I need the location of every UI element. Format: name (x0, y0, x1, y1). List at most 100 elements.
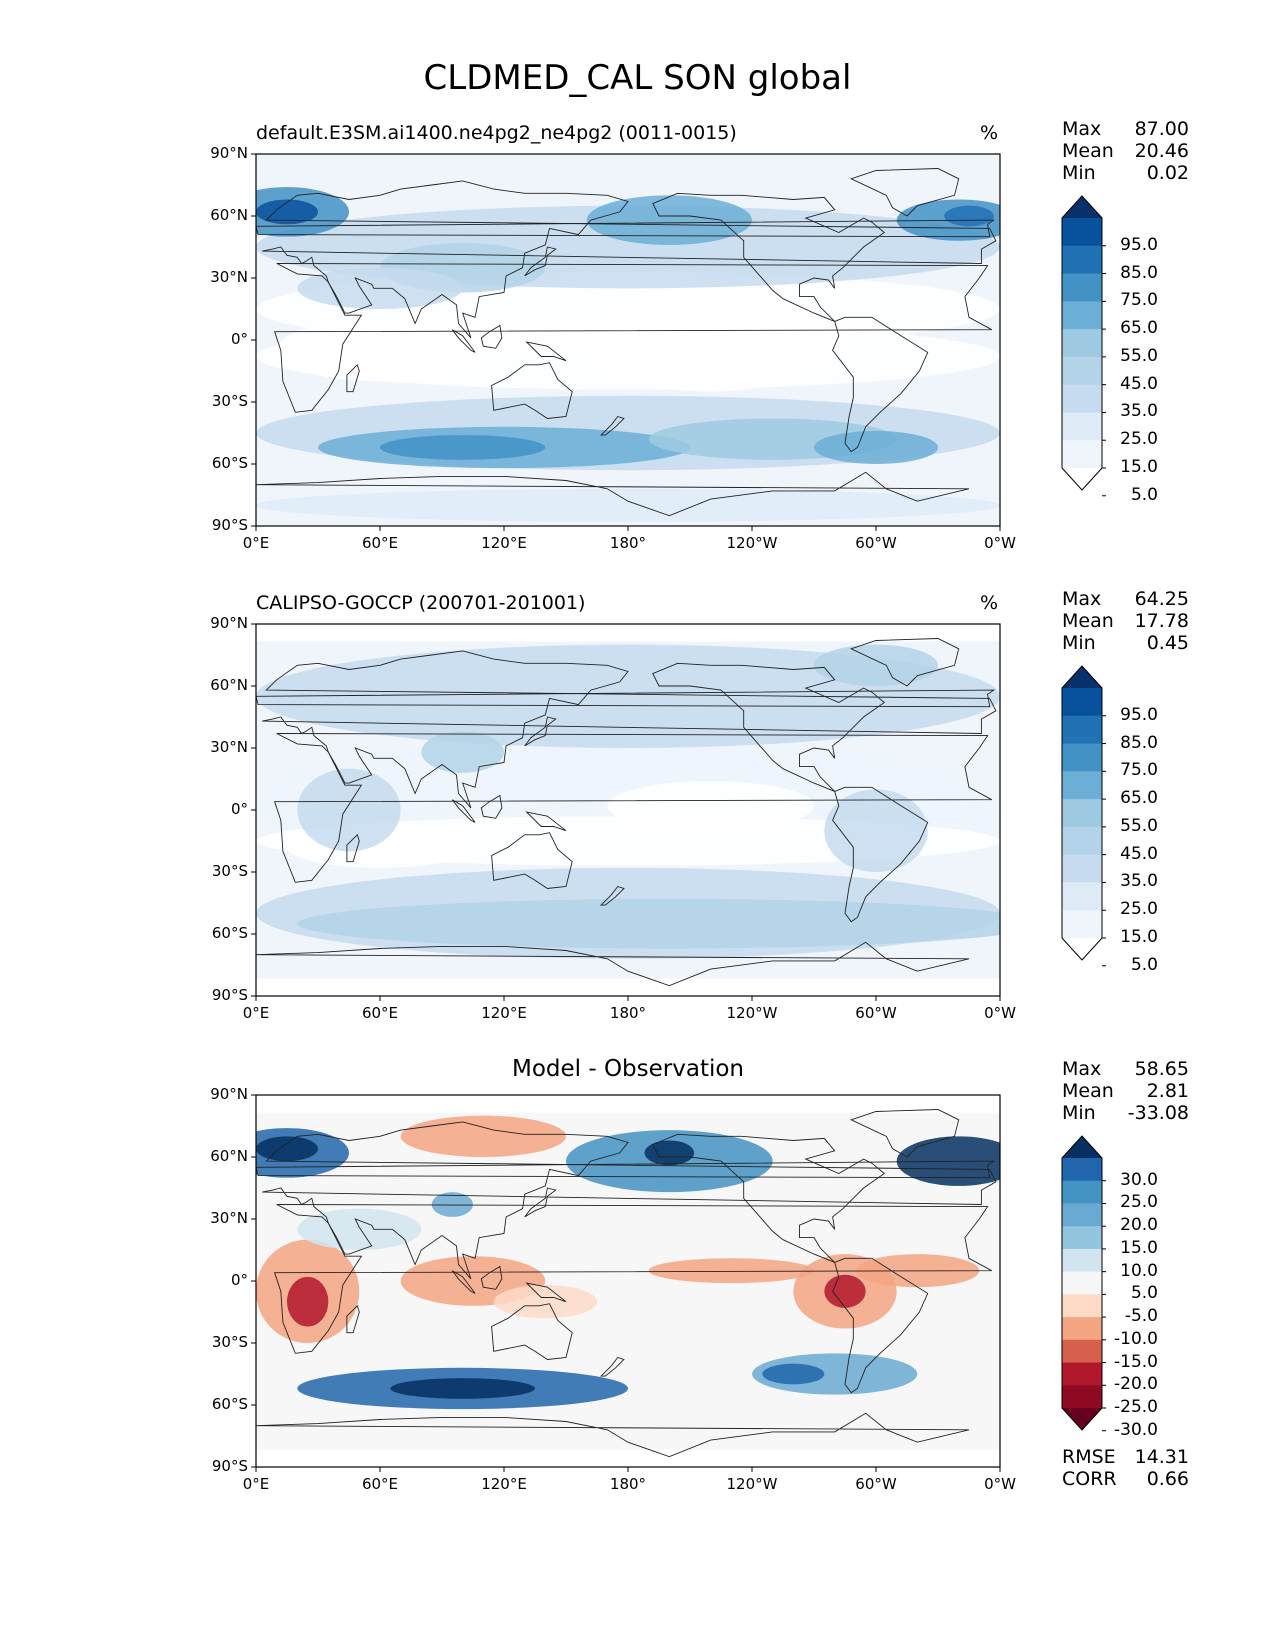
stat-value: 58.65 (1134, 1058, 1189, 1080)
colorbar-label: 5.0 (1130, 484, 1158, 505)
field-contour (287, 1276, 329, 1327)
field-contour (256, 1136, 318, 1162)
coastline-antarctica (256, 471, 970, 517)
lat-tick-label: 30°S (211, 392, 248, 410)
colorbar-label: 25.0 (1120, 899, 1158, 920)
lon-tick-label: 60°E (361, 534, 399, 552)
colorbar-extend-min (1062, 938, 1102, 960)
lat-tick-label: 0° (230, 330, 248, 348)
lat-tick-label: 60°N (210, 206, 248, 224)
coastline-antarctica (256, 941, 970, 987)
colorbar-segment (1062, 1362, 1102, 1386)
coastline-uk (256, 689, 996, 708)
map-panel-model (251, 153, 1001, 531)
colorbar-label: 95.0 (1120, 234, 1158, 255)
colorbar-label: 65.0 (1120, 788, 1158, 809)
colorbar-label: 75.0 (1120, 760, 1158, 781)
stat-value: -33.08 (1127, 1102, 1189, 1124)
coastline-borneo (480, 794, 503, 819)
figure-title: CLDMED_CAL SON global (423, 58, 852, 98)
colorbar-label: -25.0 (1114, 1397, 1158, 1417)
field-contour (814, 644, 938, 686)
colorbar-segment (1062, 688, 1102, 717)
colorbar-label: 35.0 (1120, 871, 1158, 892)
field-contour (380, 435, 546, 460)
map-field (256, 1095, 1000, 1467)
stat-label: Min (1062, 162, 1096, 184)
coastline-newzealand (600, 885, 625, 906)
stat-label: Max (1062, 588, 1102, 610)
colorbar-segment (1062, 826, 1102, 856)
coastline-borneo (480, 1265, 503, 1290)
stat-value: 87.00 (1134, 118, 1189, 140)
colorbar-label: -20.0 (1114, 1374, 1158, 1395)
stat-value: 14.31 (1134, 1446, 1189, 1468)
lat-tick-label: 30°S (211, 862, 248, 880)
coastline-eurasia (262, 180, 997, 339)
field-contour (607, 781, 815, 831)
stat-label: Mean (1062, 140, 1114, 162)
field-contour (256, 644, 1000, 748)
coastline-australia (491, 362, 573, 419)
coastline-africa (273, 733, 992, 883)
stat-value: 0.45 (1146, 632, 1189, 654)
map-panel-difference (251, 1094, 1001, 1472)
colorbar-extend-max (1062, 666, 1102, 688)
lon-tick-label: 0°W (984, 534, 1016, 552)
lat-tick-label: 60°S (211, 454, 248, 472)
coastline-newguinea (525, 811, 567, 832)
coastline-newguinea (525, 1282, 567, 1303)
stat-label: Max (1062, 118, 1102, 140)
panel-units: % (980, 592, 999, 614)
coastline-madagascar (346, 363, 360, 393)
colorbar-segment (1062, 1294, 1102, 1318)
coastline-sumatra (451, 329, 476, 353)
stat-label: Min (1062, 1102, 1096, 1124)
colorbar-segment (1062, 854, 1102, 883)
coastline-australia (491, 832, 573, 889)
colorbar-label: -5.0 (1124, 1306, 1158, 1327)
lon-tick-label: 120°W (726, 1475, 778, 1493)
colorbar-segment (1062, 1180, 1102, 1204)
stat-label: Mean (1062, 1080, 1114, 1102)
colorbar-label: 15.0 (1120, 927, 1158, 947)
colorbar-segment (1062, 1226, 1102, 1250)
colorbar-label: -30.0 (1114, 1419, 1158, 1440)
colorbar-segment (1062, 440, 1102, 469)
field-contour (824, 789, 928, 873)
colorbar-label: 85.0 (1120, 732, 1158, 753)
field-contour (644, 1140, 695, 1166)
missing-data-band (256, 1095, 1000, 1113)
colorbar-label: 55.0 (1120, 815, 1158, 836)
stat-label: Mean (1062, 610, 1114, 632)
colorbar-difference (1061, 1135, 1106, 1432)
colorbar-label: 30.0 (1120, 1169, 1158, 1190)
field-contour (824, 1274, 866, 1308)
colorbar-segment (1062, 1271, 1102, 1295)
lat-tick-label: 90°N (210, 614, 248, 632)
lon-tick-label: 60°E (361, 1475, 399, 1493)
map-field (256, 154, 1000, 526)
coastline-newzealand (600, 415, 625, 436)
coastline-greenland (849, 638, 960, 687)
coastline-uk (256, 219, 996, 238)
lon-tick-label: 60°W (855, 1004, 897, 1022)
colorbar-label: 55.0 (1120, 345, 1158, 366)
colorbar-segment (1062, 1158, 1102, 1182)
colorbar-segment (1062, 715, 1102, 745)
missing-data-band (256, 978, 1000, 996)
lon-tick-label: 0°E (242, 1475, 270, 1493)
coastline-newzealand (600, 1356, 625, 1377)
stat-value: 64.25 (1134, 588, 1189, 610)
colorbar-label: 15.0 (1120, 1237, 1158, 1258)
coastline-namerica (652, 192, 886, 322)
lon-tick-label: 60°W (855, 1475, 897, 1493)
stat-label: RMSE (1062, 1446, 1116, 1468)
coastline-samerica (832, 316, 929, 453)
lat-tick-label: 90°S (211, 516, 248, 534)
colorbar-segment (1062, 910, 1102, 939)
lon-tick-label: 180° (609, 534, 647, 552)
colorbar-segment (1062, 384, 1102, 413)
field-contour (297, 1208, 422, 1251)
lat-tick-label: 30°S (211, 1333, 248, 1351)
